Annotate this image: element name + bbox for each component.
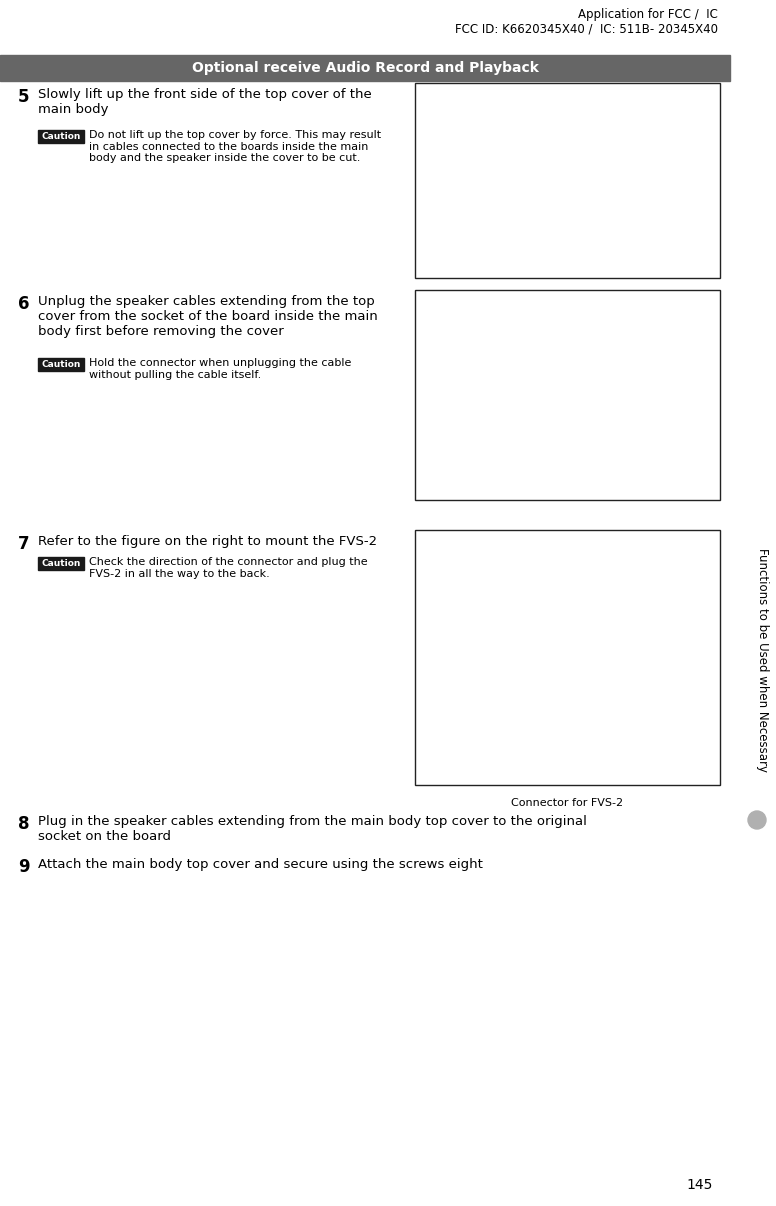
Text: 9: 9 [18,857,29,876]
Text: Optional receive Audio Record and Playback: Optional receive Audio Record and Playba… [192,62,539,75]
Text: Do not lift up the top cover by force. This may result
in cables connected to th: Do not lift up the top cover by force. T… [89,130,381,163]
Bar [38,358,84,371]
Text: Refer to the figure on the right to mount the FVS-2: Refer to the figure on the right to moun… [38,535,377,548]
Bar [415,529,720,785]
Bar [415,289,720,500]
Text: 7: 7 [18,535,29,554]
Text: 6: 6 [18,295,29,314]
Text: FCC ID: K6620345X40 /  IC: 511B- 20345X40: FCC ID: K6620345X40 / IC: 511B- 20345X40 [455,22,718,35]
Text: Caution: Caution [41,131,81,141]
Bar [38,557,84,570]
Text: Plug in the speaker cables extending from the main body top cover to the origina: Plug in the speaker cables extending fro… [38,815,587,843]
Bar [0,55,730,81]
Text: 8: 8 [18,815,29,833]
Text: Hold the connector when unplugging the cable
without pulling the cable itself.: Hold the connector when unplugging the c… [89,358,352,380]
Text: Unplug the speaker cables extending from the top
cover from the socket of the bo: Unplug the speaker cables extending from… [38,295,378,338]
Bar [415,83,720,279]
Text: 145: 145 [687,1178,713,1192]
Text: Slowly lift up the front side of the top cover of the
main body: Slowly lift up the front side of the top… [38,88,372,116]
Text: Connector for FVS-2: Connector for FVS-2 [511,798,623,808]
Text: Attach the main body top cover and secure using the screws eight: Attach the main body top cover and secur… [38,857,483,871]
Bar [415,529,720,785]
Text: Caution: Caution [41,560,81,568]
Bar [415,289,720,500]
Text: Functions to be Used when Necessary: Functions to be Used when Necessary [757,548,770,772]
Text: Application for FCC /  IC: Application for FCC / IC [578,8,718,21]
Circle shape [748,810,766,829]
Text: Caution: Caution [41,361,81,369]
Text: 5: 5 [18,88,29,106]
Bar [415,83,720,279]
Bar [38,130,84,144]
Text: Check the direction of the connector and plug the
FVS-2 in all the way to the ba: Check the direction of the connector and… [89,557,368,579]
